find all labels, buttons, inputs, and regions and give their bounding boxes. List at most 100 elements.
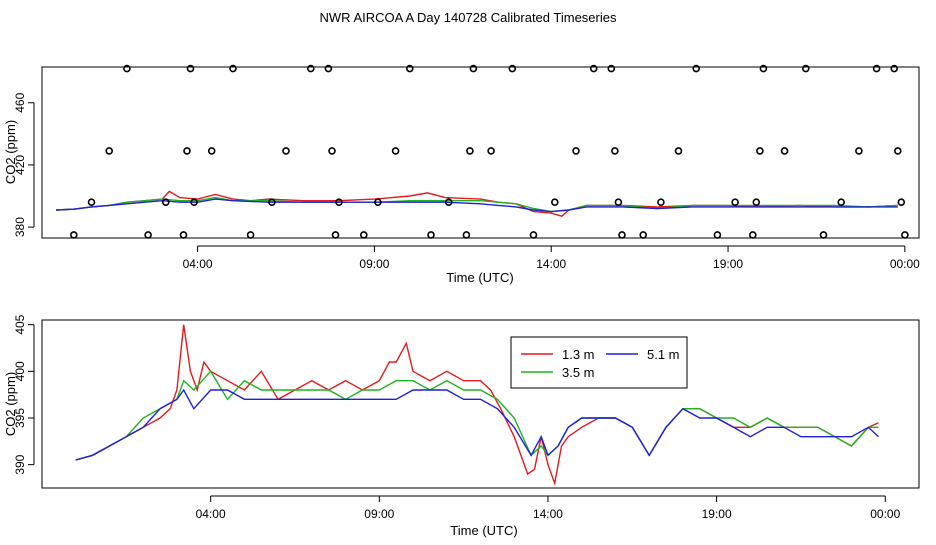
bottom-x-axis-label: Time (UTC): [450, 523, 517, 538]
top-series-lines: [56, 190, 898, 217]
top-scatter-point: [331, 231, 340, 239]
top-scatter-point: [144, 231, 152, 239]
top-x-tick-label: 00:00: [890, 257, 920, 271]
top-scatter-point: [890, 64, 899, 73]
top-scatter-point: [759, 64, 768, 73]
top-scatter-point: [123, 64, 131, 73]
top-scatter-point: [335, 198, 343, 206]
bottom-y-tick-label: 390: [13, 454, 27, 474]
top-scatter-point: [893, 147, 902, 155]
bottom-y-tick-label: 395: [13, 408, 27, 428]
bottom-series-line-1-3-m: [75, 324, 879, 486]
top-x-axis: 04:00 09:00 14:00 19:00 00:00: [183, 245, 920, 271]
top-scatter-point: [801, 64, 810, 73]
top-y-tick-label: 460: [13, 92, 27, 112]
top-scatter-point: [508, 64, 517, 73]
legend-label-1-3m: 1.3 m: [562, 347, 595, 362]
top-y-tick-label: 380: [13, 217, 27, 237]
top-scatter-point: [162, 198, 170, 206]
top-y-tick-label: 420: [13, 155, 27, 175]
top-scatter-point: [872, 64, 881, 73]
top-scatter-point: [618, 231, 626, 239]
bottom-x-tick-label: 04:00: [196, 507, 226, 521]
top-scatter-point: [462, 231, 471, 239]
top-scatter-point: [466, 147, 474, 155]
bottom-y-axis: 390 395 400 405: [13, 314, 35, 475]
top-scatter-point: [607, 64, 616, 73]
bottom-x-tick-label: 14:00: [533, 507, 563, 521]
top-scatter-point: [748, 231, 757, 239]
legend-label-3-5m: 3.5 m: [562, 365, 595, 380]
top-scatter-point: [427, 231, 435, 239]
top-scatter-point: [70, 231, 78, 239]
top-scatter-point: [359, 231, 368, 239]
top-scatter-point: [405, 64, 414, 73]
top-series-line-green: [56, 196, 898, 213]
top-scatter-point: [391, 147, 400, 155]
top-scatter-point: [819, 231, 828, 239]
top-scatter-point: [324, 64, 333, 73]
top-scatter-point: [529, 231, 538, 239]
bottom-y-axis-label: CO2 (ppm): [3, 372, 18, 436]
top-scatter-point: [229, 64, 237, 73]
top-x-tick-label: 14:00: [536, 257, 566, 271]
top-y-axis-label: CO2 (ppm): [3, 120, 18, 184]
top-scatter-point: [179, 231, 188, 239]
top-scatter-point: [674, 147, 683, 155]
top-scatter-point: [756, 147, 764, 155]
bottom-x-tick-label: 09:00: [364, 507, 394, 521]
legend: 1.3 m 5.1 m 3.5 m: [510, 336, 688, 389]
bottom-panel: 04:00 09:00 14:00 19:00 00:00 390 395 400 405 T…: [3, 314, 920, 538]
top-scatter-point: [639, 231, 648, 239]
top-scatter-point: [328, 147, 336, 155]
top-scatter-point: [190, 198, 198, 206]
top-scatter-point: [837, 198, 846, 206]
bottom-y-tick-label: 405: [13, 314, 27, 334]
top-x-axis-label: Time (UTC): [446, 270, 513, 285]
bottom-series-lines: [75, 324, 879, 486]
top-scatter-point: [731, 198, 739, 206]
top-scatter-point: [186, 64, 195, 73]
bottom-series-line-3-5-m: [75, 370, 879, 461]
top-x-tick-label: 19:00: [713, 257, 743, 271]
top-y-axis: 380 420 460: [13, 92, 35, 237]
top-scatter-point: [469, 64, 478, 73]
top-scatter-point: [374, 198, 382, 206]
top-scatter-point: [183, 147, 191, 155]
top-scatter-point: [692, 64, 701, 73]
top-scatter-point: [487, 147, 495, 155]
top-panel: 04:00 09:00 14:00 19:00 00:00 380 420 460 Time…: [3, 64, 920, 285]
top-scatter-point: [611, 147, 619, 155]
bottom-x-tick-label: 19:00: [702, 507, 732, 521]
top-x-tick-label: 04:00: [183, 257, 213, 271]
top-scatter-point: [105, 147, 113, 155]
top-scatter-point: [207, 147, 216, 155]
top-scatter-point: [657, 198, 665, 206]
top-scatter-point: [713, 231, 722, 239]
top-scatter-point: [246, 231, 255, 239]
top-scatter-point: [282, 147, 290, 155]
bottom-y-tick-label: 400: [13, 361, 27, 381]
bottom-x-tick-label: 00:00: [870, 507, 900, 521]
top-scatter-point: [87, 198, 96, 206]
top-scatter-point: [901, 231, 909, 239]
top-scatter-point: [614, 198, 623, 206]
top-scatter-point: [780, 147, 789, 155]
top-scatter-point: [306, 64, 315, 73]
bottom-x-axis: 04:00 09:00 14:00 19:00 00:00: [196, 495, 901, 521]
top-scatter-point: [572, 147, 580, 155]
top-scatter-point: [268, 198, 276, 206]
top-scatter-point: [855, 147, 863, 155]
top-x-tick-label: 09:00: [359, 257, 389, 271]
top-scatter-point: [550, 198, 559, 206]
legend-label-5-1m: 5.1 m: [647, 347, 680, 362]
bottom-plot-box: [41, 319, 920, 489]
top-scatter-point: [897, 198, 906, 206]
top-scatter-point: [752, 198, 761, 206]
top-scatter-point: [589, 64, 598, 73]
figure-title: NWR AIRCOA A Day 140728 Calibrated Times…: [320, 10, 617, 25]
legend-box: [510, 336, 688, 389]
top-scatter-points: [70, 64, 909, 239]
